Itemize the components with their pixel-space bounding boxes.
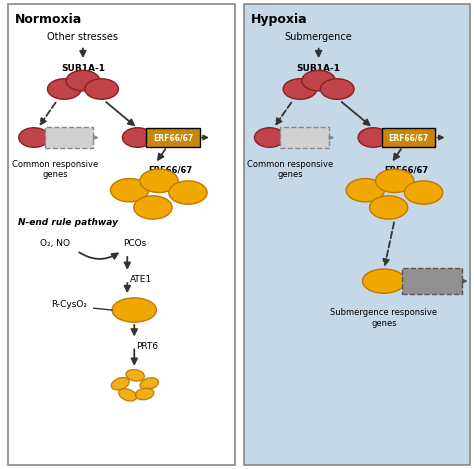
Ellipse shape [140, 169, 178, 193]
Text: O₂, NO: O₂, NO [40, 239, 70, 248]
Ellipse shape [134, 196, 172, 219]
Text: Common responsive
genes: Common responsive genes [247, 160, 334, 179]
Ellipse shape [255, 128, 285, 147]
Text: Other stresses: Other stresses [47, 32, 118, 42]
Text: ERF66/67: ERF66/67 [153, 133, 193, 142]
Ellipse shape [169, 181, 207, 204]
FancyBboxPatch shape [146, 128, 200, 147]
FancyBboxPatch shape [280, 127, 329, 148]
Ellipse shape [135, 388, 154, 400]
FancyBboxPatch shape [402, 268, 462, 294]
Ellipse shape [110, 179, 149, 202]
Text: Submergence: Submergence [285, 32, 353, 42]
Ellipse shape [302, 70, 336, 91]
Text: Common responsive
genes: Common responsive genes [12, 160, 98, 179]
FancyBboxPatch shape [45, 127, 93, 148]
Ellipse shape [358, 128, 388, 147]
Ellipse shape [346, 179, 384, 202]
Ellipse shape [112, 298, 156, 322]
Text: SUB1A-1: SUB1A-1 [61, 64, 105, 73]
Bar [8, 4, 235, 465]
Text: PCOs: PCOs [124, 239, 147, 248]
Ellipse shape [19, 128, 49, 147]
Ellipse shape [119, 389, 137, 401]
Ellipse shape [320, 79, 354, 99]
Ellipse shape [375, 169, 414, 193]
Bar [244, 4, 470, 465]
Ellipse shape [111, 378, 129, 390]
Text: ATE1: ATE1 [129, 275, 152, 284]
Text: N-end rule pathway: N-end rule pathway [18, 218, 118, 227]
Text: R-CysO₂: R-CysO₂ [51, 300, 87, 309]
Ellipse shape [47, 79, 81, 99]
Text: Hypoxia: Hypoxia [251, 13, 308, 26]
Text: ERF66/67: ERF66/67 [389, 133, 429, 142]
Ellipse shape [85, 79, 118, 99]
Ellipse shape [122, 128, 153, 147]
Text: PRT6: PRT6 [137, 342, 159, 351]
Text: ERF66/67: ERF66/67 [384, 166, 428, 175]
Text: Submergence responsive
genes: Submergence responsive genes [330, 308, 438, 327]
Ellipse shape [404, 181, 443, 204]
Text: ERF66/67: ERF66/67 [148, 166, 192, 175]
FancyBboxPatch shape [382, 128, 435, 147]
Ellipse shape [140, 378, 158, 390]
Ellipse shape [363, 269, 405, 293]
Ellipse shape [126, 370, 145, 381]
Ellipse shape [369, 196, 408, 219]
Text: Normoxia: Normoxia [15, 13, 82, 26]
Ellipse shape [66, 70, 100, 91]
Ellipse shape [283, 79, 317, 99]
Text: SUB1A-1: SUB1A-1 [297, 64, 341, 73]
